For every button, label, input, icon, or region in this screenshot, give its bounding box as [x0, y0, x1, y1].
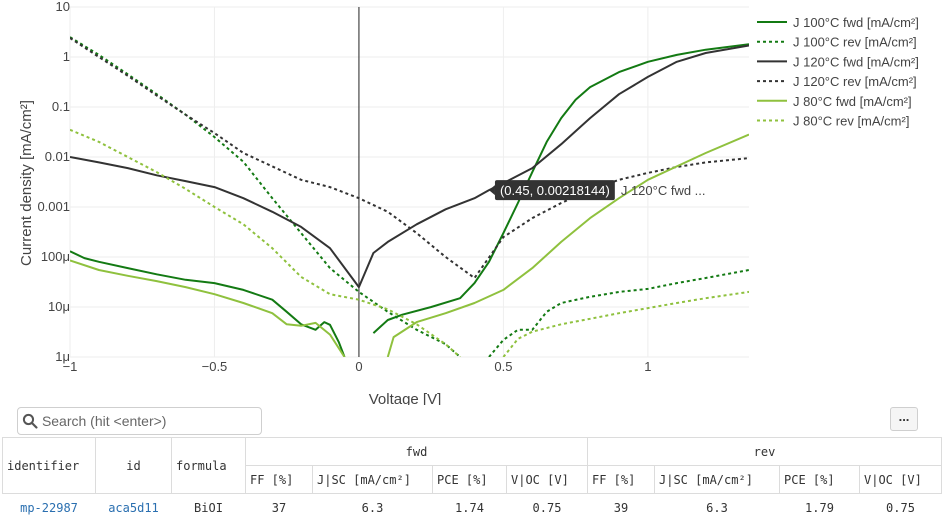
x-tick-label: −0.5: [202, 359, 228, 374]
y-tick-label: 100μ: [41, 249, 70, 264]
y-axis-label: Current density [mA/cm²]: [18, 100, 35, 266]
series-line[interactable]: [70, 37, 749, 279]
search-input[interactable]: [37, 413, 261, 429]
group-header-rev: rev: [587, 437, 942, 466]
cell-rev-jsc: 6.3: [654, 493, 780, 521]
cell-rev-ff: 39: [587, 493, 655, 521]
y-tick-labels: 1μ 10μ 100μ 0.001 0.01 0.1 1 10: [37, 0, 70, 364]
y-tick-label: 0.001: [37, 199, 70, 214]
series-layer: [70, 36, 749, 358]
legend-item[interactable]: J 100°C rev [mA/cm²]: [757, 35, 917, 50]
series-line[interactable]: [488, 269, 749, 357]
legend-label: J 80°C rev [mA/cm²]: [793, 114, 909, 129]
legend[interactable]: J 100°C fwd [mA/cm²] J 100°C rev [mA/cm²]…: [757, 15, 919, 129]
cell-identifier-link[interactable]: mp-22987: [2, 493, 96, 521]
legend-item[interactable]: J 80°C rev [mA/cm²]: [757, 114, 909, 129]
legend-item[interactable]: J 100°C fwd [mA/cm²]: [757, 15, 919, 30]
col-header-id[interactable]: id: [95, 437, 172, 494]
table-row: mp-22987 aca5d11 BiOI 37 6.3 1.74 0.75 3…: [2, 493, 942, 521]
y-tick-label: 10: [56, 0, 70, 14]
results-table: identifier id formula fwd rev FF [%] J|S…: [2, 437, 942, 521]
cell-fwd-jsc: 6.3: [312, 493, 433, 521]
series-line[interactable]: [372, 43, 749, 334]
y-tick-label: 10μ: [48, 299, 70, 314]
cell-id-link[interactable]: aca5d11: [95, 493, 172, 521]
legend-label: J 100°C fwd [mA/cm²]: [793, 15, 919, 30]
series-line[interactable]: [70, 44, 749, 289]
col-header-fwd-pce[interactable]: PCE [%]: [432, 465, 507, 494]
col-header-rev-pce[interactable]: PCE [%]: [779, 465, 860, 494]
legend-item[interactable]: J 120°C fwd [mA/cm²]: [757, 54, 919, 69]
legend-label: J 120°C fwd [mA/cm²]: [793, 54, 919, 69]
iv-chart: −1 −0.5 0 0.5 1 1μ 10μ 100μ 0.001 0.01 0.1 1 10 Vol…: [18, 0, 919, 405]
hover-tooltip: (0.45, 0.00218144) J 120°C fwd ...: [488, 180, 706, 201]
x-tick-label: 1: [644, 359, 651, 374]
y-tick-label: 0.1: [52, 99, 70, 114]
x-axis-label: Voltage [V]: [369, 391, 442, 405]
series-line[interactable]: [502, 290, 749, 357]
cell-rev-voc: 0.75: [859, 493, 942, 521]
col-header-rev-voc[interactable]: V|OC [V]: [859, 465, 942, 494]
tooltip-box: [494, 180, 615, 201]
col-header-identifier[interactable]: identifier: [2, 437, 96, 494]
x-tick-labels: −1 −0.5 0 0.5 1: [63, 359, 652, 374]
cell-fwd-ff: 37: [245, 493, 313, 521]
legend-label: J 120°C rev [mA/cm²]: [793, 74, 917, 89]
tooltip-value: (0.45, 0.00218144): [500, 183, 610, 198]
y-tick-label: 1μ: [55, 349, 70, 364]
cell-formula: BiOI: [171, 493, 246, 521]
x-tick-label: 0: [355, 359, 362, 374]
tooltip-pointer: [488, 185, 495, 196]
col-header-formula[interactable]: formula: [171, 437, 246, 494]
y-tick-label: 1: [63, 49, 70, 64]
cell-fwd-voc: 0.75: [506, 493, 588, 521]
col-header-fwd-voc[interactable]: V|OC [V]: [506, 465, 588, 494]
legend-item[interactable]: J 80°C fwd [mA/cm²]: [757, 94, 912, 109]
col-header-fwd-jsc[interactable]: J|SC [mA/cm²]: [312, 465, 433, 494]
group-header-fwd: fwd: [245, 437, 588, 466]
series-line[interactable]: [70, 250, 346, 357]
x-tick-label: 0.5: [494, 359, 512, 374]
series-line[interactable]: [70, 259, 346, 358]
cell-fwd-pce: 1.74: [432, 493, 507, 521]
x-tick-label: −1: [63, 359, 78, 374]
legend-label: J 80°C fwd [mA/cm²]: [793, 94, 912, 109]
tooltip-series-label: J 120°C fwd ...: [621, 183, 706, 198]
search-field[interactable]: [17, 407, 262, 435]
series-line[interactable]: [70, 36, 461, 357]
grid-lines: [69, 6, 749, 358]
cell-rev-pce: 1.79: [779, 493, 860, 521]
search-icon: [22, 413, 38, 429]
series-line[interactable]: [70, 128, 461, 357]
col-header-fwd-ff[interactable]: FF [%]: [245, 465, 313, 494]
series-line[interactable]: [386, 133, 749, 357]
more-options-button[interactable]: ...: [890, 407, 918, 431]
col-header-rev-ff[interactable]: FF [%]: [587, 465, 655, 494]
y-tick-label: 0.01: [45, 149, 70, 164]
legend-label: J 100°C rev [mA/cm²]: [793, 35, 917, 50]
legend-item[interactable]: J 120°C rev [mA/cm²]: [757, 74, 917, 89]
col-header-rev-jsc[interactable]: J|SC [mA/cm²]: [654, 465, 780, 494]
